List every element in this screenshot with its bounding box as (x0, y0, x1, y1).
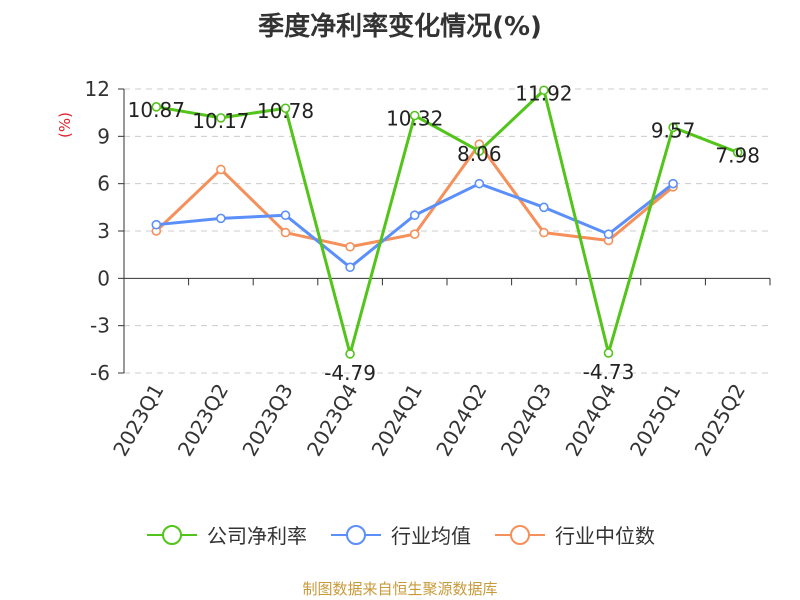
series-point (732, 147, 743, 158)
data-label: 10.32 (386, 107, 443, 131)
y-axis-label: (%) (56, 112, 74, 138)
legend-swatch (331, 524, 381, 545)
series-point (280, 227, 291, 238)
y-tick-label: -3 (90, 314, 110, 338)
y-tick-label: 3 (97, 219, 110, 243)
data-label: 10.87 (128, 98, 185, 122)
legend-item[interactable]: 公司净利率 (145, 520, 307, 549)
series-point (280, 103, 291, 114)
y-tick-label: -6 (90, 361, 110, 385)
series-point (409, 229, 420, 239)
series-point (539, 202, 549, 213)
legend-item[interactable]: 行业均值 (329, 520, 471, 549)
x-tick-label: 2024Q1 (367, 380, 427, 461)
series-point (539, 227, 549, 238)
legend-label: 公司净利率 (207, 524, 307, 548)
series-point (216, 164, 226, 175)
source-note: 制图数据来自恒生聚源数据库 (302, 580, 498, 598)
series-point (280, 210, 291, 221)
series-point (216, 213, 226, 224)
chart-title: 季度净利率变化情况(%) (258, 12, 542, 42)
series-point (151, 102, 162, 112)
data-label: -4.73 (583, 360, 635, 384)
x-tick-label: 2023Q3 (237, 380, 297, 461)
legend-label: 行业均值 (391, 524, 471, 548)
y-tick-label: 0 (97, 266, 110, 290)
label-layer: 10.87 10.17 10.78 -4.79 10.32 8.06 11.92 -4.73 9… (128, 81, 760, 385)
x-tick-label: 2025Q2 (690, 380, 750, 461)
x-tick-label: 2023Q4 (302, 380, 362, 461)
series-point (216, 113, 226, 123)
x-tick-label: 2024Q2 (431, 380, 491, 461)
x-tick-label: 2025Q1 (625, 380, 685, 461)
legend-item[interactable]: 行业中位数 (493, 520, 655, 549)
legend-swatch (147, 524, 197, 545)
legend-swatch-marker (162, 524, 182, 545)
series-point (345, 241, 355, 252)
data-label: 7.98 (715, 143, 760, 167)
legend-swatch-marker (346, 524, 366, 545)
data-label: 8.06 (457, 142, 502, 166)
y-tick-label: 12 (85, 77, 110, 101)
series-point (603, 229, 614, 239)
series-point (668, 178, 678, 189)
legend-swatch (495, 524, 545, 545)
series-point (345, 262, 355, 273)
x-tick-label: 2023Q1 (108, 380, 168, 461)
data-label: -4.79 (324, 361, 376, 385)
data-label: 10.78 (257, 99, 314, 123)
series-point (345, 349, 355, 359)
series-point (151, 219, 162, 230)
grid-layer (124, 88, 770, 374)
y-tick-label: 9 (97, 124, 110, 148)
series-point (409, 110, 420, 121)
series-point (474, 146, 485, 156)
y-tick-label: 6 (97, 172, 110, 196)
series-point (539, 85, 549, 96)
legend-label: 行业中位数 (555, 524, 655, 548)
x-tick-label: 2024Q4 (560, 380, 620, 461)
series-line (156, 182, 675, 269)
legend-swatch-marker (510, 524, 530, 545)
data-label: 9.57 (651, 118, 696, 142)
data-label: 11.92 (515, 81, 572, 105)
series-layer (151, 85, 743, 359)
x-tick-label: 2024Q3 (496, 380, 556, 461)
series-point (474, 178, 485, 189)
series-point (603, 348, 614, 358)
series-point (409, 210, 420, 221)
legend: 公司净利率 行业均值 行业中位数 (0, 520, 800, 549)
series-line (156, 88, 739, 356)
x-tick-label: 2023Q2 (173, 380, 233, 461)
series-point (668, 122, 678, 133)
data-label: 10.17 (192, 109, 249, 133)
